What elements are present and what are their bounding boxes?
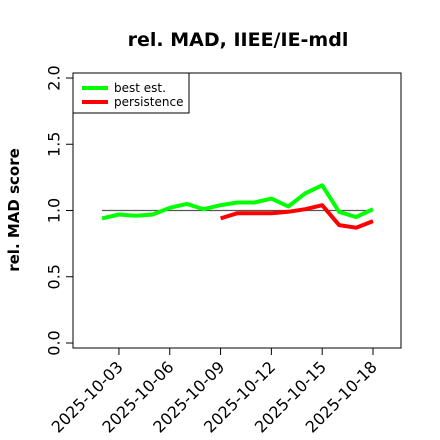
y-tick-label: 0.5	[45, 264, 64, 289]
y-tick-label: 1.5	[45, 132, 64, 157]
series-layer	[101, 183, 374, 230]
legend-label-best-est: best est.	[114, 81, 166, 95]
legend-box	[72, 72, 190, 114]
series-line-persistence	[220, 203, 374, 230]
chart-title: rel. MAD, IIEE/IE-mdl	[128, 29, 349, 51]
legend-label-persistence: persistence	[114, 95, 183, 109]
series-line-best-est	[101, 183, 374, 221]
y-axis: 0.0 0.5 1.0 1.5 2.0	[45, 65, 73, 356]
y-tick-label: 0.0	[45, 330, 64, 355]
legend: best est. persistence	[72, 72, 190, 114]
y-axis-label: rel. MAD score	[5, 148, 23, 272]
x-axis: 2025-10-032025-10-062025-10-092025-10-12…	[48, 348, 381, 437]
y-tick-label: 2.0	[45, 65, 64, 90]
y-tick-label: 1.0	[45, 198, 64, 223]
